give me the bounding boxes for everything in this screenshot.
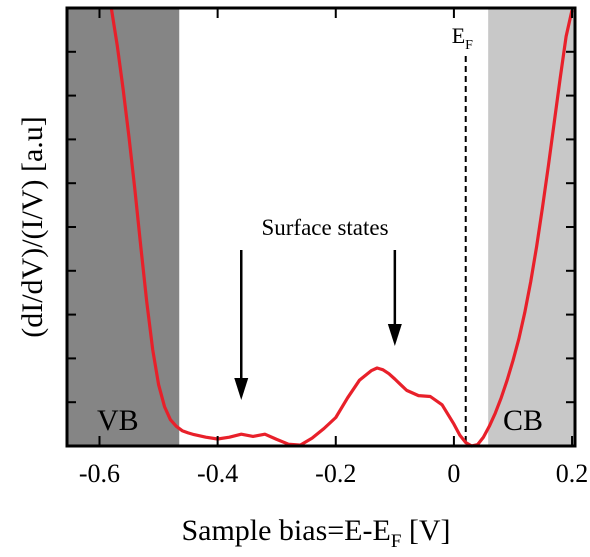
x-axis-label: Sample bias=E-EF [V] bbox=[181, 514, 450, 552]
x-tick-label: -0.4 bbox=[197, 459, 238, 488]
y-axis-label: (dI/dV)/(I/V) [a.u] bbox=[16, 116, 49, 338]
x-tick-label: -0.6 bbox=[79, 459, 120, 488]
annotation-text: Surface states bbox=[261, 215, 388, 240]
y-ticks bbox=[67, 50, 575, 404]
series-curve bbox=[109, 7, 574, 448]
vb-region bbox=[67, 8, 180, 446]
vb-label: VB bbox=[97, 404, 139, 437]
x-tick-label: 0.2 bbox=[556, 459, 589, 488]
x-tick-label: 0 bbox=[447, 459, 460, 488]
annotation-arrow-head bbox=[234, 378, 249, 400]
x-tick-label: -0.2 bbox=[315, 459, 356, 488]
annotation-arrows bbox=[234, 250, 402, 400]
cb-label: CB bbox=[503, 404, 543, 437]
annotation-arrow-head bbox=[387, 324, 402, 346]
x-ticks: -0.6 -0.4 -0.2 0 0.2 bbox=[79, 8, 588, 488]
fermi-label: EF bbox=[452, 23, 473, 53]
